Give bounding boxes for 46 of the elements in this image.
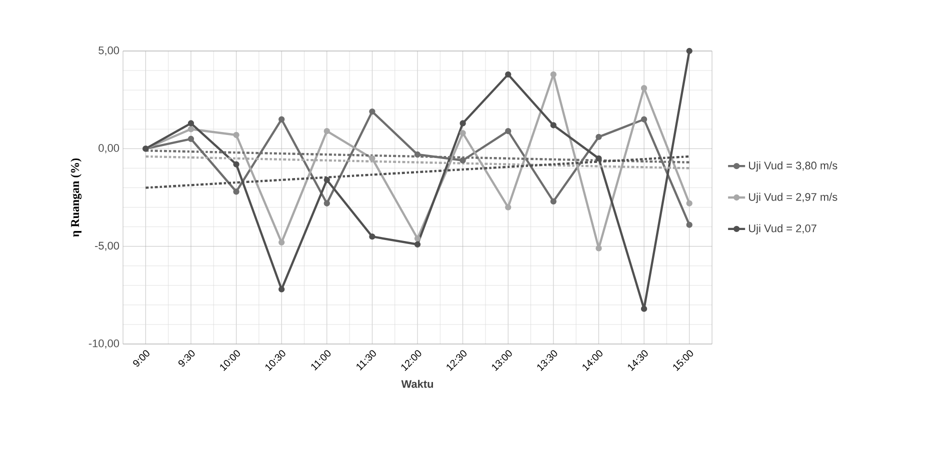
- x-tick-label: 9:00: [133, 350, 150, 367]
- y-tick-label: -10,00: [88, 339, 120, 349]
- point: [640, 306, 648, 312]
- point: [505, 128, 512, 134]
- x-axis-title: Waktu: [401, 380, 434, 388]
- point: [369, 233, 376, 240]
- point: [369, 155, 376, 162]
- y-tick-label: 0,00: [98, 144, 120, 154]
- point: [369, 108, 376, 115]
- point: [550, 122, 557, 128]
- point: [460, 130, 466, 136]
- legend-label: Uji Vud = 2,07: [749, 224, 816, 234]
- point: [324, 176, 330, 184]
- legend-label: Uji Vud = 2,97 m/s: [749, 192, 838, 203]
- point: [233, 161, 240, 168]
- point: [550, 71, 557, 78]
- point: [278, 239, 285, 246]
- point: [233, 132, 240, 138]
- point: [460, 120, 466, 126]
- point: [550, 198, 557, 204]
- point: [596, 155, 602, 162]
- point: [596, 134, 602, 140]
- legend-label: Uji Vud = 3,80 m/s: [749, 161, 838, 172]
- y-axis-title: η Ruangan (%): [70, 158, 82, 237]
- y-tick-label: -5,00: [94, 242, 120, 251]
- point: [686, 48, 692, 54]
- point: [460, 157, 466, 164]
- point: [686, 222, 692, 228]
- point: [505, 71, 512, 78]
- point: [188, 120, 194, 126]
- point: [188, 126, 194, 132]
- point: [640, 116, 648, 122]
- y-tick-label: 5,00: [98, 46, 120, 56]
- point: [686, 200, 692, 206]
- point: [188, 136, 194, 142]
- point: [505, 204, 512, 210]
- point: [414, 241, 421, 248]
- point: [414, 235, 421, 242]
- point: [640, 85, 648, 92]
- point: [278, 286, 285, 292]
- point: [414, 151, 421, 158]
- point: [278, 116, 285, 122]
- point: [324, 128, 330, 134]
- point: [324, 200, 330, 206]
- x-tick-label: 9:30: [178, 350, 195, 367]
- point: [233, 188, 240, 195]
